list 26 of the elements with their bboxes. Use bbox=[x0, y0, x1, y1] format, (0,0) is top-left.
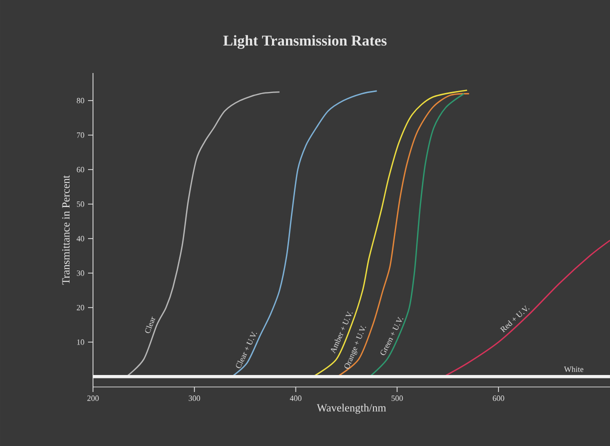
chart-title: Light Transmission Rates bbox=[223, 35, 387, 49]
y-tick-label: 40 bbox=[76, 236, 84, 242]
y-tick-label: 70 bbox=[77, 132, 84, 138]
text: Green + U.V. bbox=[380, 316, 404, 356]
line-series bbox=[443, 240, 610, 378]
y-tick-label: 10 bbox=[77, 339, 84, 345]
y-tick-label: 80 bbox=[76, 98, 84, 104]
series-label: White bbox=[564, 366, 584, 372]
text: Red + U.V. bbox=[500, 305, 530, 333]
line-series bbox=[231, 90, 378, 378]
line-series bbox=[126, 91, 280, 378]
x-tick-label: 300 bbox=[188, 396, 200, 401]
x-axis-title: Wavelength/nm bbox=[316, 404, 386, 414]
y-axis-title: Transmittance in Percent bbox=[62, 175, 70, 285]
x-tick-label: 600 bbox=[492, 396, 504, 401]
y-tick-label: 20 bbox=[76, 304, 84, 310]
line-series bbox=[312, 90, 468, 378]
x-tick-label: 500 bbox=[392, 396, 403, 401]
x-tick-label: 400 bbox=[290, 396, 302, 401]
y-tick-label: 60 bbox=[76, 166, 84, 172]
x-tick-label: 200 bbox=[87, 396, 99, 401]
y-tick-label: 50 bbox=[76, 201, 84, 207]
text: Clear bbox=[145, 316, 156, 334]
line-series bbox=[369, 93, 465, 378]
y-tick-label: 30 bbox=[76, 270, 84, 276]
text: Clear + U.V. bbox=[236, 331, 257, 368]
